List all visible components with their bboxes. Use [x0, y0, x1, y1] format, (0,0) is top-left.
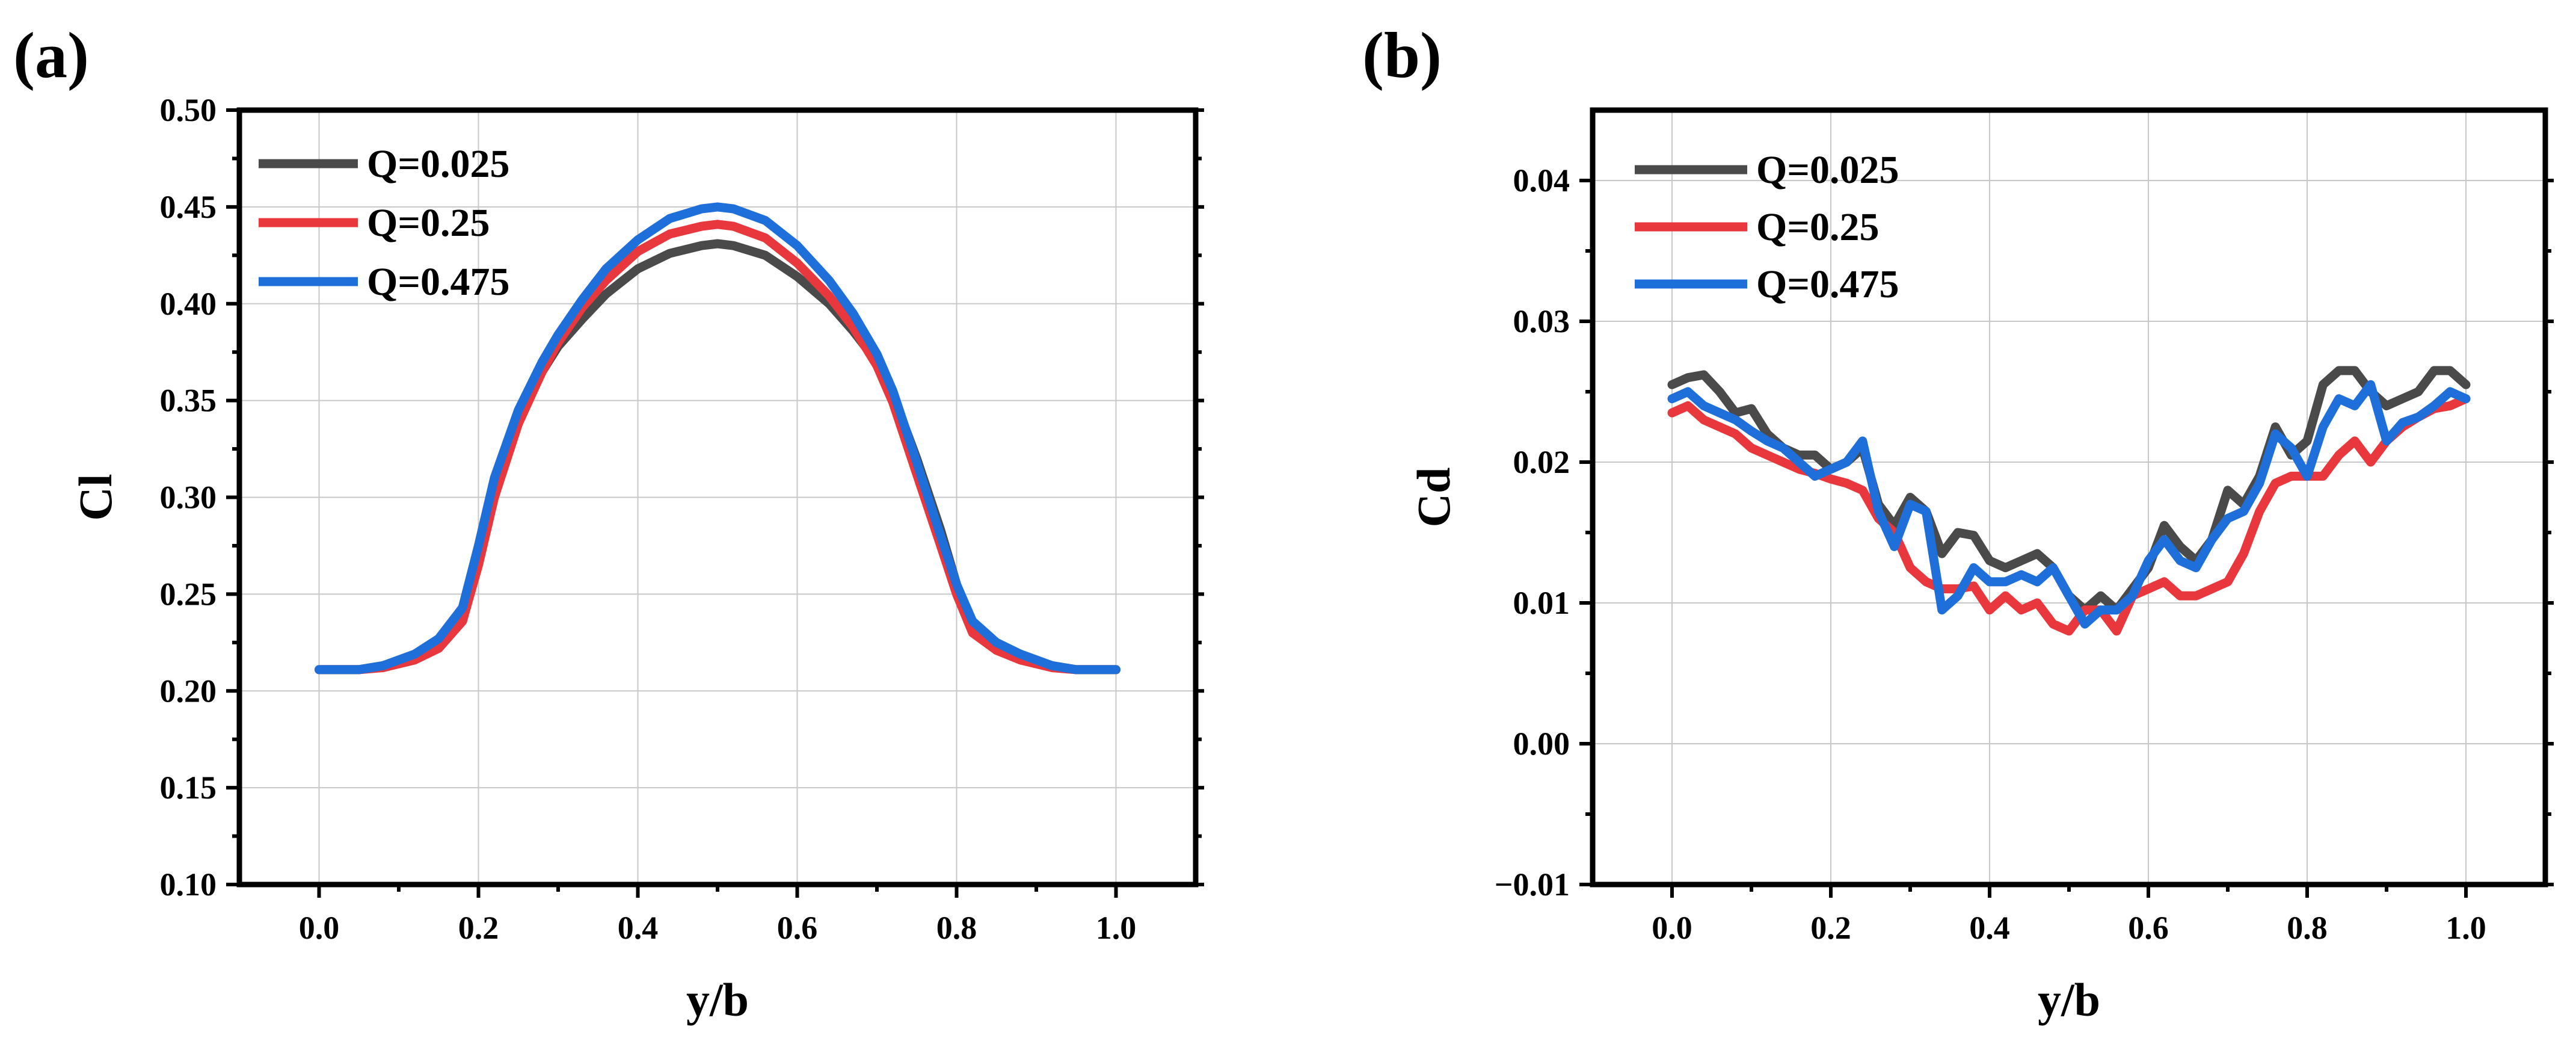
y-tick-label-8: 0.50 — [160, 92, 217, 128]
tick-labels-a: 0.0 0.2 0.4 0.6 0.8 1.0 0.10 0.15 0.20 0.25 0.30 0.… — [160, 92, 1137, 946]
x-tick-label-2: 0.4 — [618, 910, 659, 946]
y-tick-label-0: 0.10 — [160, 866, 217, 903]
x-tick-label-3: 0.6 — [777, 910, 818, 946]
x-tick-label-1: 0.2 — [1810, 910, 1851, 946]
x-axis-title-b: y/b — [2038, 974, 2100, 1026]
legend-label-1: Q=0.25 — [367, 201, 490, 245]
x-tick-label-5: 1.0 — [2445, 910, 2486, 946]
y-tick-label-5: 0.04 — [1513, 162, 1570, 199]
y-tick-label-3: 0.25 — [160, 576, 217, 612]
y-tick-label-4: 0.03 — [1513, 303, 1570, 339]
y-tick-label-2: 0.20 — [160, 673, 217, 709]
y-tick-label-2: 0.01 — [1513, 585, 1570, 621]
legend-label-2: Q=0.475 — [367, 260, 509, 304]
x-tick-label-4: 0.8 — [936, 910, 977, 946]
series-group-a — [315, 202, 1120, 675]
x-tick-label-4: 0.8 — [2287, 910, 2328, 946]
tick-labels-b: 0.0 0.2 0.4 0.6 0.8 1.0 −0.01 0.00 0.01 0.02 0.03 0… — [1495, 162, 2486, 946]
y-axis-title-b: Cd — [1407, 468, 1460, 528]
legend-label-2: Q=0.475 — [1756, 262, 1899, 306]
series-group-b — [1667, 366, 2471, 636]
panel-label-b: (b) — [1362, 20, 1442, 91]
x-tick-label-5: 1.0 — [1096, 910, 1137, 946]
y-tick-label-7: 0.45 — [160, 189, 217, 225]
x-axis-title-a: y/b — [686, 974, 749, 1026]
x-tick-label-3: 0.6 — [2128, 910, 2169, 946]
chart-panel-b: (b)0.0 0.2 0.4 0.6 0.8 1.0−0.010.000.010.020.… — [1362, 20, 2554, 1026]
x-tick-label-2: 0.4 — [1969, 910, 2010, 946]
series-line-q-0-475 — [1667, 380, 2471, 629]
legend-label-0: Q=0.025 — [1756, 148, 1899, 192]
y-tick-label-0: −0.01 — [1495, 866, 1570, 903]
legend-label-0: Q=0.025 — [367, 142, 509, 186]
y-tick-label-1: 0.15 — [160, 770, 217, 806]
panel-label-a: (a) — [13, 20, 89, 91]
y-axis-title-a: Cl — [69, 474, 121, 521]
chart-panel-a: (a) 0.0 0.2 0.4 0.6 0.8 1.0 0.10 0.15 0.20 0.25 0.3… — [13, 20, 1204, 1026]
y-tick-label-5: 0.35 — [160, 383, 217, 419]
y-tick-label-1: 0.00 — [1513, 726, 1570, 762]
legend-label-1: Q=0.25 — [1756, 205, 1879, 249]
x-tick-label-0: 0.0 — [299, 910, 340, 946]
y-tick-label-3: 0.02 — [1513, 444, 1570, 480]
plot-frame-a — [236, 107, 1199, 888]
legend-b: Q=0.025 Q=0.25 Q=0.475 — [1635, 148, 1899, 306]
plot-frame-b — [1590, 107, 2548, 888]
legend-a: Q=0.025 Q=0.25 Q=0.475 — [259, 142, 509, 304]
y-tick-label-6: 0.40 — [160, 286, 217, 322]
series-line-q-0-475 — [315, 202, 1120, 675]
x-tick-label-1: 0.2 — [458, 910, 499, 946]
y-tick-label-4: 0.30 — [160, 480, 217, 516]
x-tick-label-0: 0.0 — [1652, 910, 1692, 946]
